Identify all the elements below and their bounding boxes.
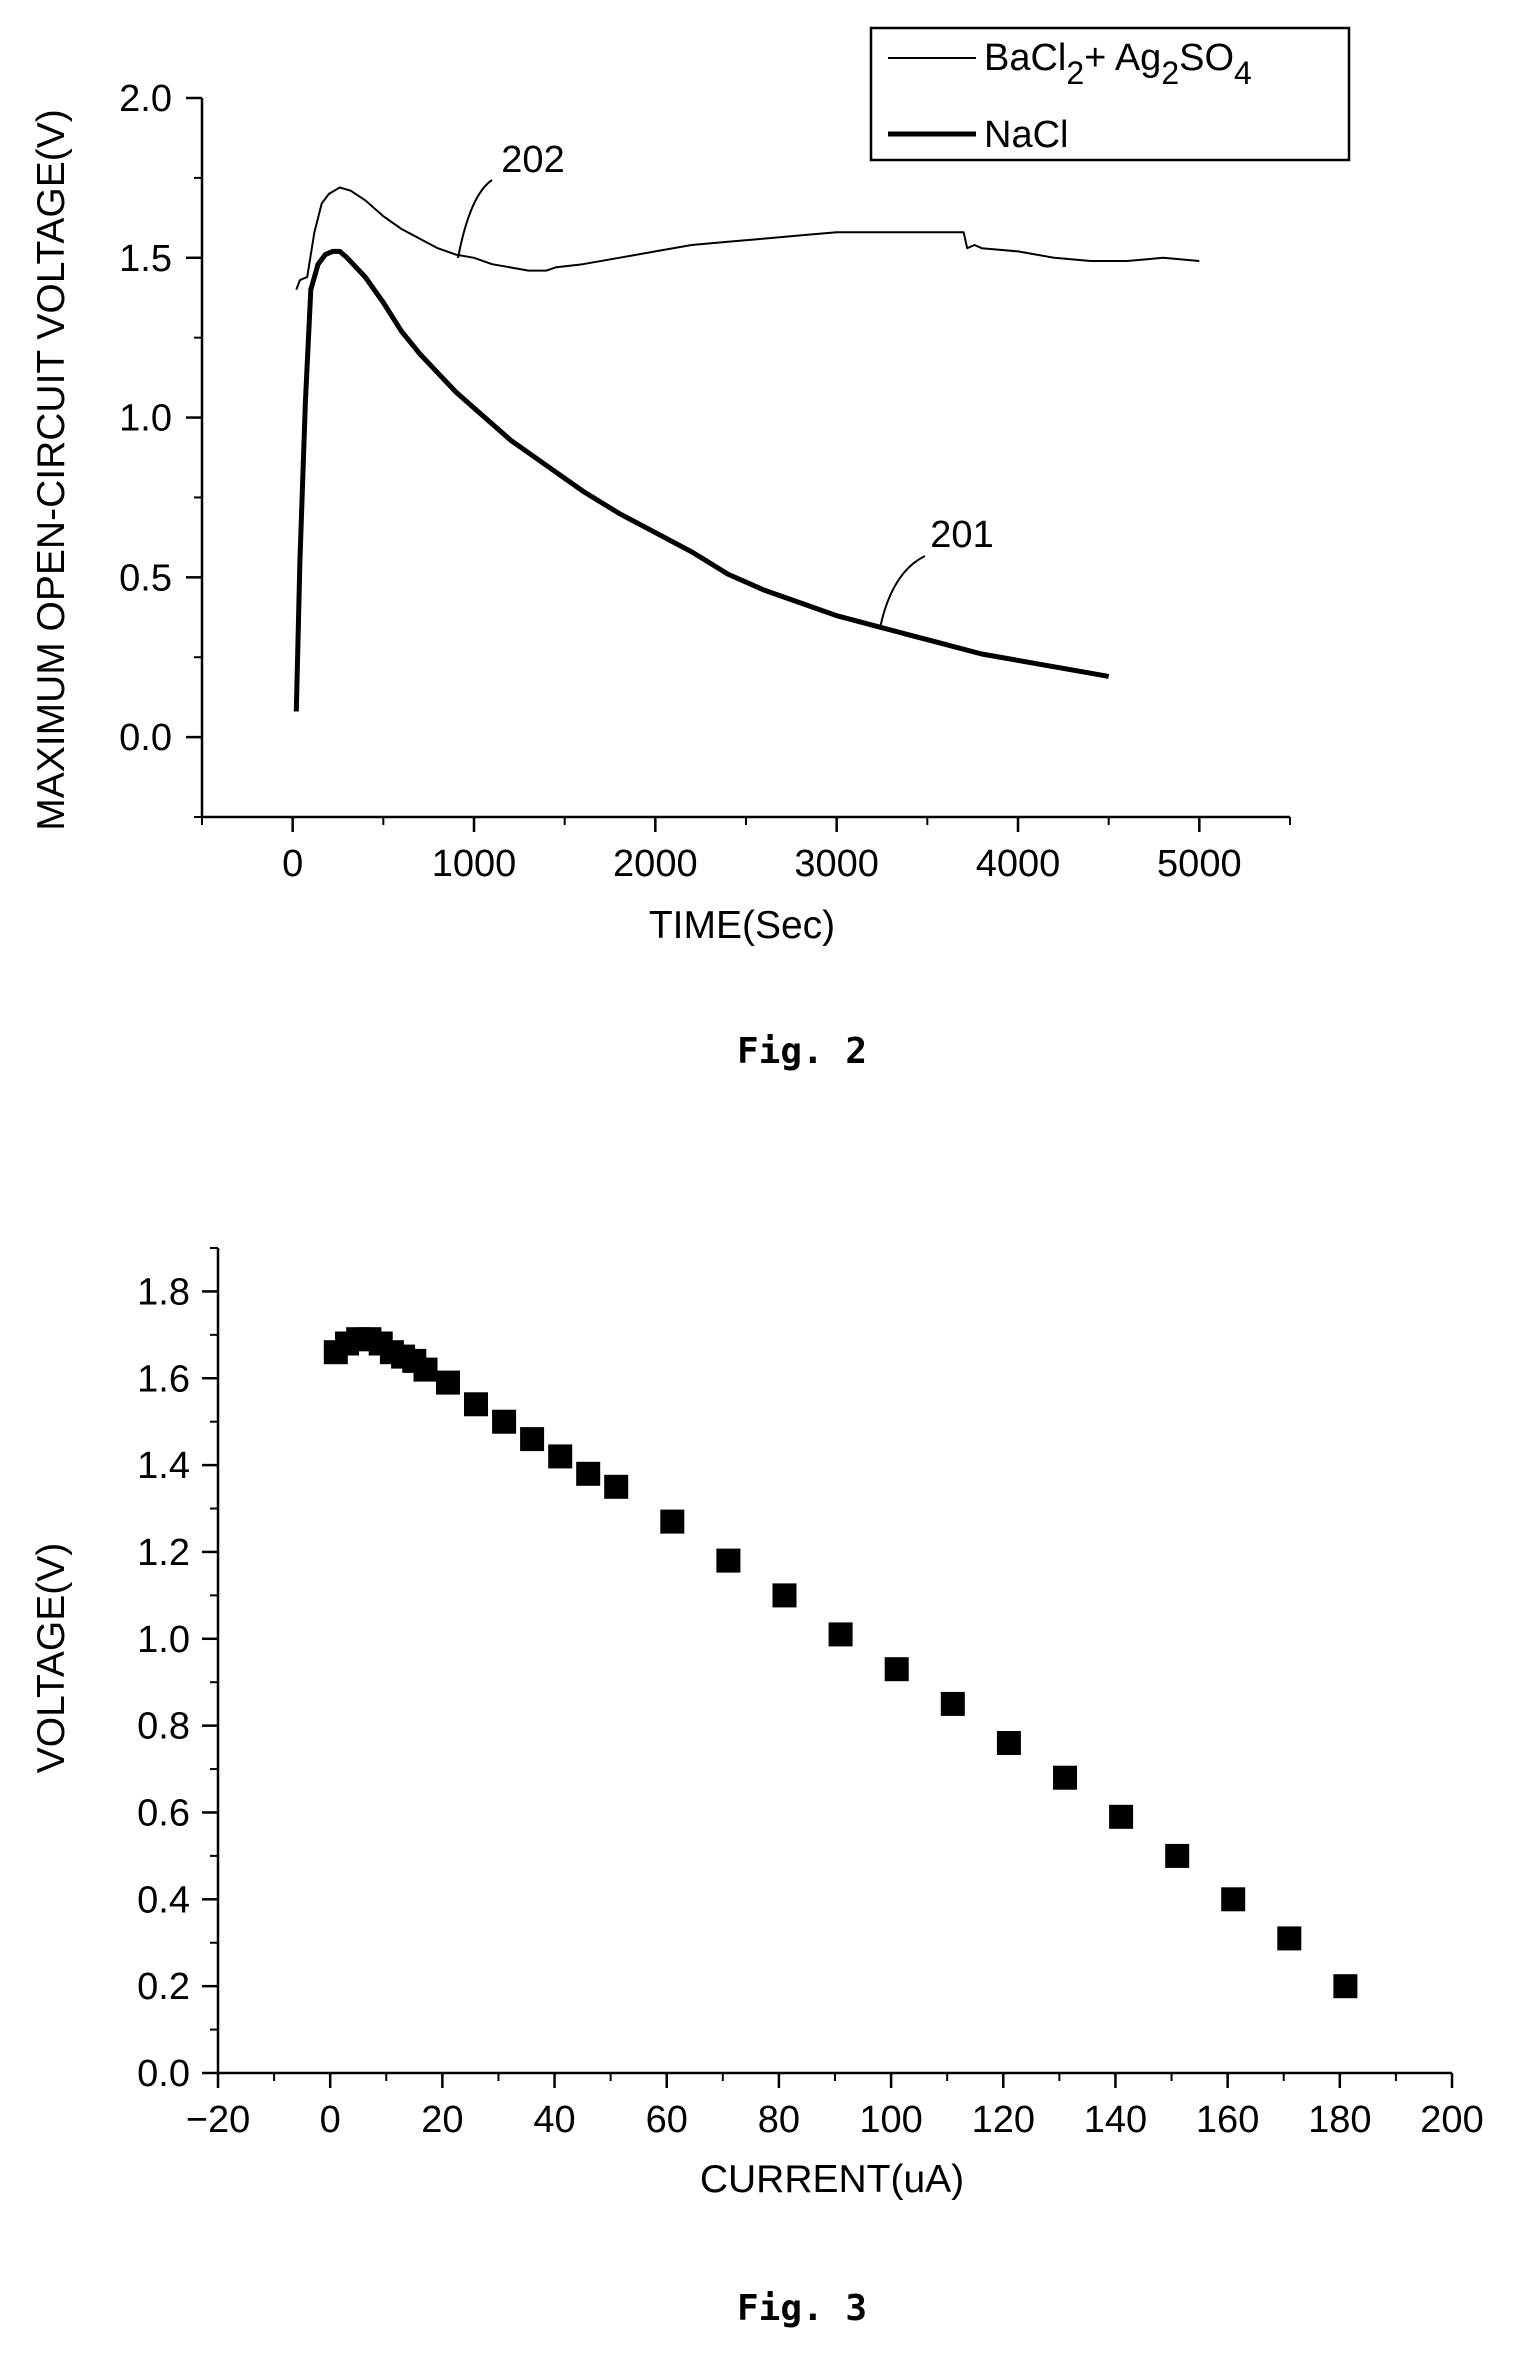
fig2-chart: 0.0 0.5 1.0 1.5 2.0 0 1000 2000 3000 4000 5000 TIM… [30, 26, 1351, 1072]
fig3-ytick-label: 0.8 [137, 1706, 190, 1748]
fig3-data-point [436, 1370, 460, 1395]
fig3-data-point [413, 1357, 438, 1382]
fig2-ytick-label: 1.5 [119, 238, 172, 280]
fig2-legend-box [869, 26, 1351, 162]
fig2-callout-201: 201 [930, 514, 993, 556]
fig3-data-point [520, 1427, 545, 1452]
fig3-data-point [576, 1461, 601, 1486]
fig3-xtick-label: 200 [1420, 2099, 1483, 2141]
fig3-xtick-label: 40 [533, 2099, 575, 2141]
fig3-xtick-label: 60 [646, 2099, 688, 2141]
fig3-xtick-label: 140 [1084, 2099, 1147, 2141]
fig3-ytick-label: 0.2 [137, 1966, 190, 2008]
fig3-ytick-label: 1.4 [137, 1445, 190, 1487]
fig2-xtick-label: 4000 [976, 843, 1061, 885]
fig3-data-point [604, 1474, 629, 1499]
fig3-x-axis-label: CURRENT(uA) [700, 2158, 964, 2201]
fig3-data-point [1109, 1804, 1134, 1829]
fig3-chart: 0.0 0.2 0.4 0.6 0.8 1.0 1.2 1.4 1.6 1.8 −20 0 20 40 60… [30, 1247, 1484, 2329]
fig3-xtick-label: 20 [421, 2099, 463, 2141]
fig3-data-point [492, 1409, 517, 1434]
fig2-callout-202-leader [457, 179, 493, 259]
fig2-callout-201-leader [879, 555, 926, 629]
fig3-data-point [884, 1657, 909, 1682]
fig2-x-axis-label: TIME(Sec) [649, 904, 835, 947]
fig2-legend: BaCl2+ Ag2SO4 NaCl [869, 26, 1351, 162]
fig2-ticks [186, 96, 1291, 832]
fig2-xtick-label: 1000 [432, 843, 517, 885]
fig3-ytick-label: 0.0 [137, 2053, 190, 2095]
fig3-ticks [202, 1247, 1454, 2088]
fig3-data-point [1053, 1765, 1077, 1790]
fig3-points [323, 1327, 1358, 1999]
fig3-xtick-label: −20 [186, 2099, 250, 2141]
fig3-data-point [716, 1548, 741, 1573]
fig3-xtick-label: 180 [1308, 2099, 1371, 2141]
fig3-xtick-label: 80 [758, 2099, 800, 2141]
fig3-data-point [996, 1731, 1021, 1755]
fig3-xtick-label: 160 [1196, 2099, 1259, 2141]
fig3-caption: Fig. 3 [737, 2288, 867, 2329]
fig3-data-point [1277, 1926, 1302, 1951]
fig2-series-line-202 [295, 186, 1200, 291]
fig3-y-axis-label: VOLTAGE(V) [30, 1543, 73, 1773]
fig3-xtick-label: 120 [972, 2099, 1035, 2141]
fig3-data-point [1333, 1974, 1358, 1999]
fig3-tick-labels: 0.0 0.2 0.4 0.6 0.8 1.0 1.2 1.4 1.6 1.8 −20 0 20 40 60… [137, 1271, 1484, 2141]
fig2-series [293, 186, 1200, 712]
fig3-data-point [828, 1622, 853, 1647]
fig3-ytick-label: 1.2 [137, 1532, 190, 1574]
fig2-caption: Fig. 2 [737, 1031, 867, 1072]
fig3-ytick-label: 0.6 [137, 1792, 190, 1834]
fig2-series-line-201 [293, 248, 1110, 712]
fig3-ytick-label: 1.8 [137, 1271, 190, 1313]
fig2-ytick-label: 1.0 [119, 398, 172, 440]
fig2-ytick-label: 0.5 [119, 557, 172, 599]
fig2-legend-label-bacl2: BaCl2+ Ag2SO4 [984, 37, 1252, 91]
fig2-xtick-label: 0 [282, 843, 303, 885]
fig2-xtick-label: 3000 [794, 843, 879, 885]
fig3-ytick-label: 1.6 [137, 1358, 190, 1400]
fig3-xtick-label: 0 [320, 2099, 341, 2141]
fig2-y-axis-label: MAXIMUM OPEN-CIRCUIT VOLTAGE(V) [30, 109, 73, 831]
fig3-data-point [1221, 1887, 1246, 1912]
fig3-data-point [548, 1444, 573, 1469]
fig3-data-point [940, 1691, 965, 1716]
fig3-data-point [1165, 1843, 1190, 1868]
fig2-callout-202: 202 [501, 139, 564, 181]
fig3-xtick-label: 100 [859, 2099, 922, 2141]
fig2-tick-labels: 0.0 0.5 1.0 1.5 2.0 0 1000 2000 3000 4000 5000 [119, 78, 1241, 885]
fig3-ytick-label: 0.4 [137, 1879, 190, 1921]
fig2-legend-label-nacl: NaCl [984, 114, 1068, 156]
fig3-ytick-label: 1.0 [137, 1619, 190, 1661]
fig2-ytick-label: 2.0 [119, 78, 172, 120]
fig3-data-point [660, 1509, 685, 1534]
fig2-xtick-label: 5000 [1157, 843, 1242, 885]
fig2-ytick-label: 0.0 [119, 717, 172, 759]
fig2-xtick-label: 2000 [613, 843, 698, 885]
fig3-data-point [464, 1392, 488, 1417]
fig3-data-point [772, 1583, 797, 1608]
